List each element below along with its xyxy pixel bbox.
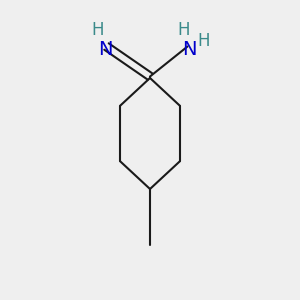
- Text: H: H: [197, 32, 210, 50]
- Text: H: H: [91, 21, 104, 39]
- Text: N: N: [182, 40, 196, 59]
- Text: N: N: [98, 40, 112, 59]
- Text: H: H: [177, 21, 190, 39]
